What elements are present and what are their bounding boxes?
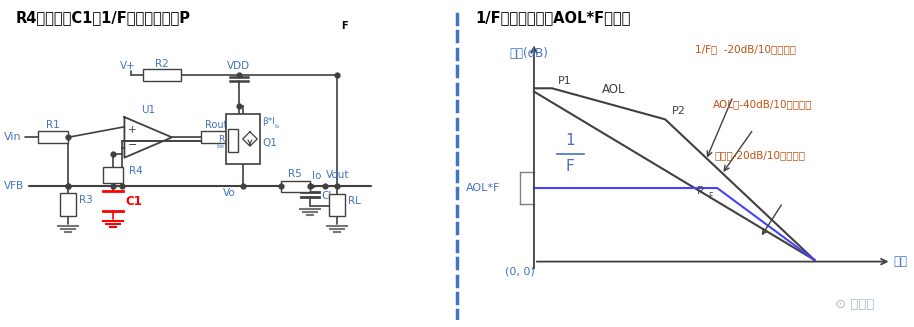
Text: be: be [216,144,224,149]
Text: R1: R1 [47,120,60,129]
Text: V+: V+ [120,61,135,71]
Bar [59,193,76,216]
Text: VDD: VDD [228,61,250,71]
Text: (0, 0): (0, 0) [505,266,535,276]
Bar [329,194,345,216]
Text: F: F [342,21,348,30]
Bar [201,131,230,143]
Text: AOL*F: AOL*F [466,183,501,193]
Text: 1/F：  -20dB/10倍频衰减: 1/F： -20dB/10倍频衰减 [695,44,795,54]
Text: 频率: 频率 [894,255,908,268]
Text: R4并联电容C1，1/F曲线产生极点P: R4并联电容C1，1/F曲线产生极点P [16,10,191,26]
Text: P2: P2 [672,107,686,116]
Text: R5: R5 [288,169,302,179]
Text: F: F [708,193,713,201]
Bar [38,131,68,143]
Text: Rout: Rout [205,120,227,130]
Text: +: + [128,125,136,135]
Text: Vin: Vin [4,132,21,142]
Bar [103,167,123,183]
Text: F: F [566,159,575,174]
Text: P: P [696,186,704,196]
Text: β*I: β*I [262,117,275,126]
Text: RL: RL [348,197,361,206]
Text: Q1: Q1 [262,138,277,147]
Text: 增益(dB): 增益(dB) [509,47,548,60]
Text: VFB: VFB [4,181,24,191]
Text: R: R [218,135,224,145]
Text: AOL：-40dB/10倍频衰减: AOL：-40dB/10倍频衰减 [713,100,813,110]
Text: ⊙ 日月辰: ⊙ 日月辰 [835,298,875,311]
Text: R4: R4 [129,166,143,176]
Text: 1: 1 [566,133,575,148]
Text: −: − [127,140,137,149]
Text: CL: CL [321,191,335,200]
Bar [281,181,310,192]
Text: R2: R2 [154,59,168,69]
Bar [228,129,239,152]
Text: Vo: Vo [223,188,236,198]
Text: b: b [229,128,234,134]
Bar [143,69,181,81]
Text: b: b [274,124,279,129]
Text: R3: R3 [80,196,93,205]
Text: I: I [224,122,227,132]
Text: Io: Io [313,171,322,181]
Text: AOL: AOL [601,83,625,96]
Text: P1: P1 [558,77,571,86]
Text: 1/F曲线修正后的AOL*F波特图: 1/F曲线修正后的AOL*F波特图 [475,10,631,26]
Text: U1: U1 [142,105,155,115]
Text: 交点：-20dB/10倍频衰减: 交点：-20dB/10倍频衰减 [715,150,806,160]
Bar [227,114,260,164]
Text: Vout: Vout [326,170,350,180]
Text: C1: C1 [126,195,143,208]
